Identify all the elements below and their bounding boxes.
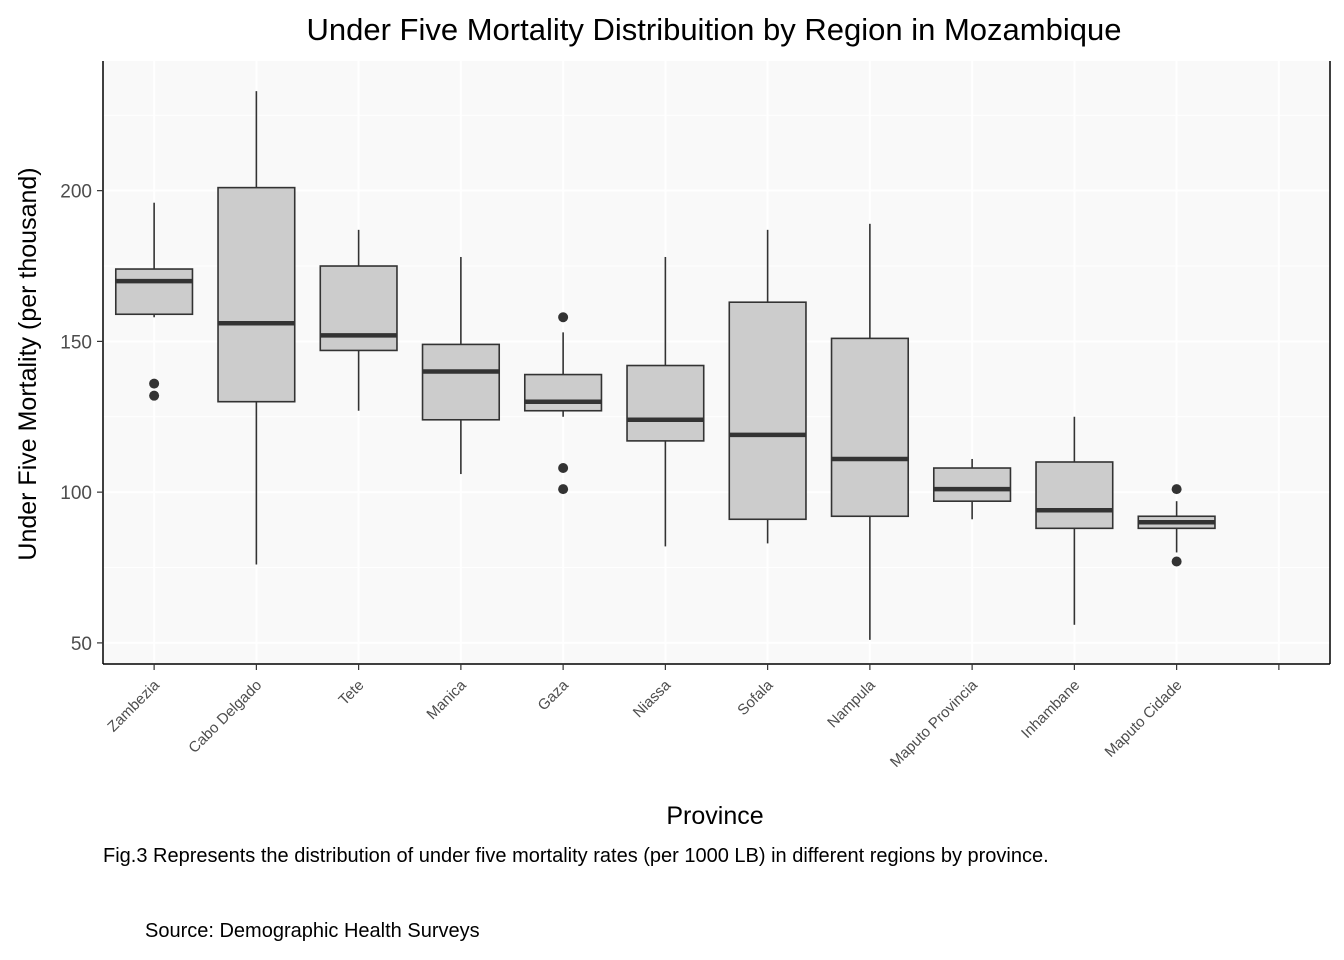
box-inhambane — [1035, 416, 1114, 625]
x-tick-label: Niassa — [630, 676, 675, 721]
y-tick-label: 50 — [71, 634, 92, 655]
box-manica — [421, 256, 501, 475]
outlier-point — [149, 390, 160, 401]
outlier-point — [558, 312, 569, 323]
box-gaza — [523, 312, 603, 495]
box-iqr — [114, 268, 194, 316]
box-cabo-delgado — [217, 91, 296, 565]
x-tick-label: Nampula — [824, 676, 879, 731]
x-tick-label: Zambezia — [104, 676, 163, 735]
x-tick-labels: Zambezia Cabo Delgado Tete Manica Gaza Niassa… — [104, 664, 1280, 771]
y-tick-label: 150 — [60, 332, 92, 353]
source-note: Source: Demographic Health Surveys — [145, 920, 480, 942]
box-iqr — [523, 373, 603, 412]
box-iqr — [319, 265, 398, 352]
outlier-point — [1171, 484, 1182, 495]
box-iqr — [217, 186, 296, 403]
x-tick-label: Maputo Provincia — [887, 676, 981, 770]
x-tick-label: Inhambane — [1018, 677, 1083, 742]
box-series — [114, 91, 1216, 640]
box-iqr — [626, 364, 705, 442]
box-zambezia — [114, 202, 194, 401]
x-tick-label: Sofala — [734, 676, 777, 719]
box-iqr — [830, 337, 910, 518]
plot-panel — [103, 61, 1330, 664]
box-maputo-cidade — [1137, 484, 1216, 567]
x-axis-title: Province — [666, 802, 763, 830]
box-nampula — [830, 223, 910, 640]
y-tick-label: 100 — [60, 483, 92, 504]
box-iqr — [932, 467, 1012, 502]
outlier-point — [149, 378, 160, 389]
figure-caption: Fig.3 Represents the distribution of und… — [103, 845, 1049, 867]
box-niassa — [626, 256, 705, 547]
x-tick-label: Tete — [335, 677, 367, 709]
x-tick-label: Maputo Cidade — [1101, 677, 1185, 761]
box-sofala — [728, 229, 807, 544]
box-iqr — [421, 343, 501, 421]
box-maputo-provincia — [932, 458, 1012, 520]
chart-title: Under Five Mortality Distribuition by Re… — [307, 12, 1122, 47]
outlier-point — [1171, 556, 1182, 567]
x-tick-label: Manica — [423, 676, 470, 723]
x-tick-label: Gaza — [535, 676, 573, 714]
axes — [102, 61, 1331, 665]
y-tick-labels: 50 100 150 200 — [60, 182, 103, 655]
box-iqr — [728, 301, 807, 521]
outlier-point — [558, 484, 569, 495]
box-iqr — [1035, 461, 1114, 530]
y-tick-label: 200 — [60, 182, 92, 203]
y-axis-title: Under Five Mortality (per thousand) — [14, 167, 42, 560]
x-tick-label: Cabo Delgado — [185, 677, 265, 757]
box-tete — [319, 229, 398, 411]
outlier-point — [558, 463, 569, 474]
